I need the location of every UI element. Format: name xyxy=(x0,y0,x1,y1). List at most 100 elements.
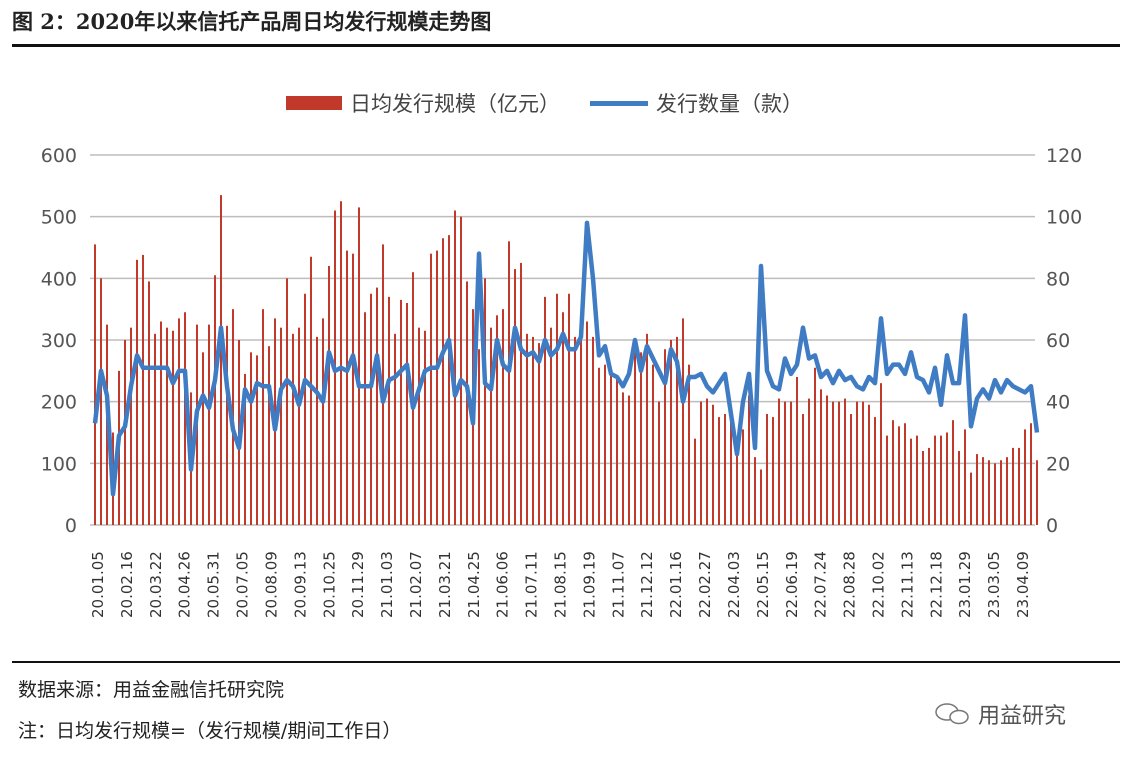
bar xyxy=(496,315,498,525)
bar xyxy=(676,336,678,525)
bar xyxy=(556,293,558,525)
bar xyxy=(442,238,444,525)
bar xyxy=(364,312,366,525)
bar xyxy=(826,395,828,525)
y-right-tick-label: 80 xyxy=(1046,268,1070,290)
footer-divider xyxy=(12,661,1120,663)
y-left-tick-label: 300 xyxy=(41,330,77,352)
bar xyxy=(568,293,570,525)
x-tick-label: 22.07.24 xyxy=(812,551,830,618)
x-tick-label: 22.01.16 xyxy=(667,551,685,618)
y-left-tick-label: 400 xyxy=(41,268,77,290)
wechat-icon xyxy=(935,703,969,725)
bar xyxy=(1012,447,1014,525)
bar xyxy=(814,367,816,525)
bar xyxy=(430,253,432,525)
dual-axis-chart: 0 100 200 300 400 500 600 0 20 40 60 80 100 120 20.01.… xyxy=(41,145,1083,618)
x-tick-label: 23.01.29 xyxy=(956,551,974,618)
bar xyxy=(310,256,312,525)
x-tick-label: 20.02.16 xyxy=(118,551,136,618)
x-tick-label: 20.03.22 xyxy=(147,551,165,618)
bar xyxy=(418,327,420,525)
y-left-tick-label: 500 xyxy=(41,207,77,229)
bar xyxy=(124,340,126,525)
y-left-tick-label: 100 xyxy=(41,453,77,475)
bar xyxy=(400,299,402,525)
bar xyxy=(280,327,282,525)
x-tick-label: 20.05.31 xyxy=(205,551,223,618)
y-left-tick-label: 200 xyxy=(41,392,77,414)
bar xyxy=(394,333,396,525)
bar xyxy=(652,364,654,525)
bar xyxy=(976,454,978,525)
x-tick-label: 20.08.09 xyxy=(262,551,280,618)
x-tick-label: 22.12.18 xyxy=(927,551,945,618)
bar xyxy=(1018,447,1020,525)
bar xyxy=(406,303,408,525)
bar xyxy=(616,377,618,525)
bar xyxy=(1036,460,1038,525)
chart-title: 图 2：2020年以来信托产品周日均发行规模走势图 xyxy=(12,9,492,34)
bar xyxy=(346,250,348,526)
bar xyxy=(502,309,504,525)
bar xyxy=(214,275,216,525)
bar xyxy=(586,321,588,525)
bar xyxy=(706,398,708,525)
x-tick-label: 22.11.13 xyxy=(898,551,916,618)
y-right-tick-label: 120 xyxy=(1046,145,1082,167)
bar xyxy=(982,457,984,525)
bar xyxy=(640,352,642,525)
x-tick-label: 21.12.12 xyxy=(638,551,656,618)
bar xyxy=(226,325,228,525)
bar xyxy=(790,401,792,525)
bar xyxy=(466,281,468,525)
bar xyxy=(808,398,810,525)
title-divider xyxy=(12,44,1120,47)
bar xyxy=(448,235,450,525)
bar xyxy=(490,327,492,525)
x-tick-label: 20.10.25 xyxy=(320,551,338,618)
bar xyxy=(988,460,990,525)
bar xyxy=(688,364,690,525)
bar xyxy=(856,401,858,525)
x-tick-label: 22.05.15 xyxy=(754,551,772,618)
bar xyxy=(832,401,834,525)
legend-bar-label: 日均发行规模（亿元） xyxy=(350,92,560,116)
y-right-tick-label: 20 xyxy=(1046,453,1070,475)
bar xyxy=(880,383,882,525)
bar xyxy=(550,327,552,525)
bar xyxy=(208,324,210,525)
bar xyxy=(268,346,270,525)
bar xyxy=(940,435,942,525)
bar xyxy=(658,401,660,525)
bar xyxy=(424,330,426,525)
bar xyxy=(184,312,186,525)
bar xyxy=(850,414,852,525)
bar xyxy=(994,463,996,525)
bar xyxy=(598,367,600,525)
bar xyxy=(922,451,924,525)
bar xyxy=(316,336,318,525)
y-right-tick-label: 40 xyxy=(1046,392,1070,414)
bar xyxy=(454,210,456,525)
bar xyxy=(580,330,582,525)
bar xyxy=(304,293,306,525)
x-tick-label: 21.11.07 xyxy=(609,551,627,618)
bar xyxy=(202,352,204,525)
bar xyxy=(796,377,798,525)
bar xyxy=(358,207,360,525)
bar xyxy=(460,216,462,525)
bar xyxy=(256,355,258,525)
y-right-tick-label: 0 xyxy=(1046,515,1058,537)
x-tick-label: 21.09.19 xyxy=(580,551,598,618)
bar xyxy=(802,414,804,525)
y-left-tick-label: 0 xyxy=(65,515,77,537)
bar xyxy=(694,438,696,525)
bar xyxy=(646,333,648,525)
bar xyxy=(286,278,288,525)
bar xyxy=(562,312,564,525)
bar xyxy=(592,336,594,525)
bar xyxy=(220,195,222,526)
bar xyxy=(508,241,510,526)
bar xyxy=(736,438,738,525)
